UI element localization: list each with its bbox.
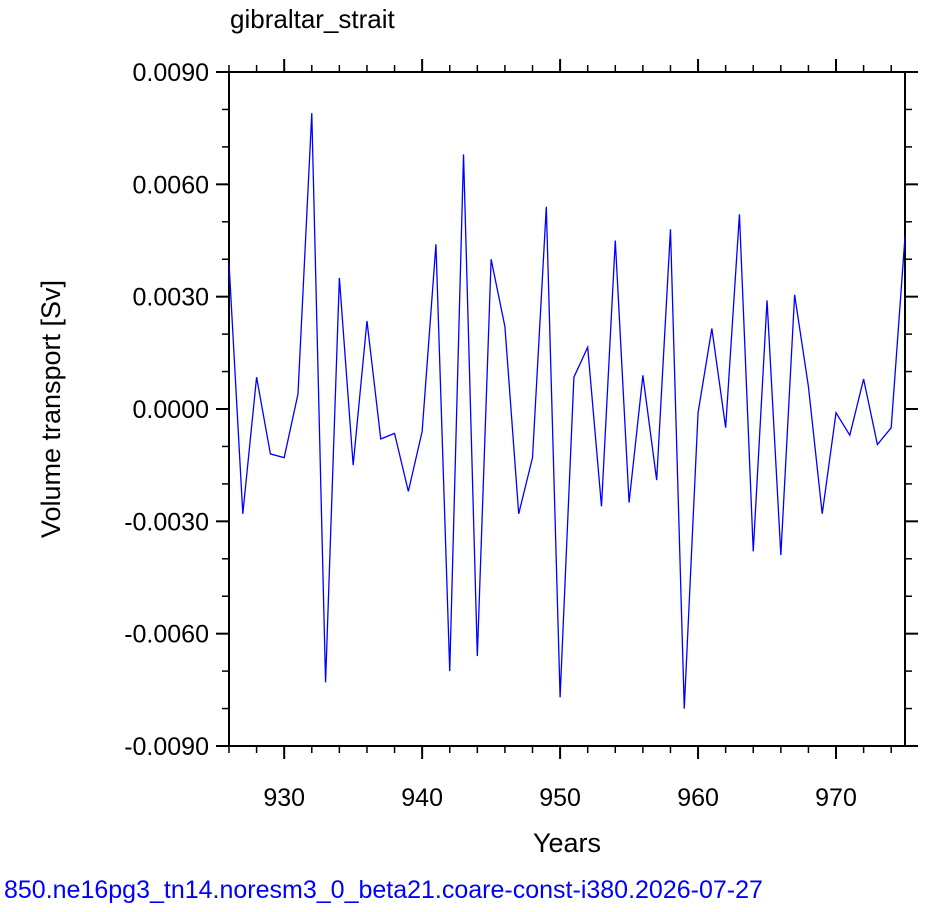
chart-title: gibraltar_strait — [230, 4, 396, 34]
y-tick-label: 0.0030 — [133, 284, 209, 312]
y-tick-label: 0.0060 — [133, 171, 209, 199]
footer-case-name: 850.ne16pg3_tn14.noresm3_0_beta21.coare-… — [4, 876, 763, 904]
x-tick-label: 930 — [263, 784, 305, 812]
plot-frame — [228, 71, 906, 747]
x-tick-label: 950 — [539, 784, 581, 812]
y-tick-label: -0.0090 — [124, 733, 209, 761]
y-tick-label: -0.0060 — [124, 621, 209, 649]
y-tick-label: 0.0000 — [133, 396, 209, 424]
x-tick-label: 960 — [677, 784, 719, 812]
series-points — [229, 113, 905, 708]
y-axis-ticks — [216, 71, 918, 747]
y-tick-label: -0.0030 — [124, 508, 209, 536]
x-axis-label: Years — [533, 828, 601, 858]
x-tick-label: 940 — [401, 784, 443, 812]
x-tick-label: 970 — [815, 784, 857, 812]
plot-area: -0.0090 -0.0060 -0.0030 0.0000 0.0030 0.0060 0… — [124, 59, 918, 812]
y-axis-label: Volume transport [Sv] — [36, 280, 66, 538]
y-tick-label: 0.0090 — [133, 59, 209, 87]
series-line — [228, 113, 906, 709]
x-axis-tick-labels: 930 940 950 960 970 — [263, 784, 857, 812]
y-axis-tick-labels: -0.0090 -0.0060 -0.0030 0.0000 0.0030 0.0060 0… — [124, 59, 209, 761]
x-axis-ticks — [228, 59, 892, 759]
